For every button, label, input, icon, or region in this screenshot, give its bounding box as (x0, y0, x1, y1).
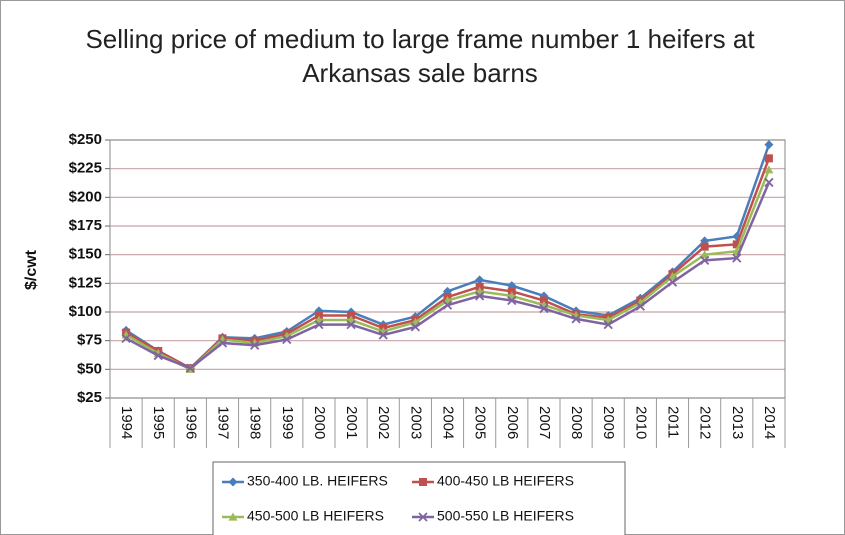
x-tick-label: 1999 (279, 406, 296, 439)
x-tick-label: 2011 (665, 406, 682, 438)
marker (635, 301, 645, 311)
y-tick-label: $200 (69, 188, 102, 205)
marker (346, 319, 356, 330)
legend-marker (419, 478, 427, 486)
marker (475, 282, 484, 291)
marker (732, 240, 741, 249)
x-tick-label: 1994 (118, 406, 135, 439)
y-tick-label: $100 (69, 303, 102, 320)
marker (571, 314, 581, 324)
x-tick-label: 2003 (407, 406, 424, 439)
marker (185, 363, 195, 373)
y-axis-title: $/cwt (23, 249, 40, 290)
x-tick-label: 2005 (472, 406, 489, 439)
marker (764, 140, 774, 150)
x-tick-label: 1996 (182, 406, 199, 439)
x-tick-label: 2006 (504, 406, 521, 439)
marker (539, 303, 549, 314)
marker (668, 271, 677, 281)
plot-frame (109, 139, 786, 399)
marker (507, 287, 516, 296)
legend-label: 350-400 LB. HEIFERS (247, 473, 388, 489)
marker (475, 275, 485, 285)
marker (700, 250, 710, 259)
x-tick-label: 2008 (568, 406, 585, 439)
legend-label: 500-550 LB HEIFERS (437, 508, 574, 524)
x-tick-label: 1997 (215, 406, 232, 439)
marker (314, 311, 323, 320)
x-tick-label: 2013 (729, 406, 746, 439)
marker (764, 177, 774, 188)
y-tick-label: $150 (69, 246, 102, 263)
y-tick-label: $175 (69, 217, 102, 234)
x-tick-label: 1998 (247, 406, 264, 439)
y-tick-label: $25 (77, 389, 102, 406)
marker (539, 296, 548, 305)
marker (475, 291, 485, 301)
chart-title: Selling price of medium to large frame n… (85, 24, 755, 88)
x-tick-label: 2004 (440, 406, 457, 439)
x-tick-label: 2010 (632, 406, 649, 439)
marker (603, 319, 613, 330)
y-tick-label: $125 (69, 274, 102, 291)
marker (700, 255, 710, 266)
marker (442, 300, 453, 310)
legend-label: 400-450 LB HEIFERS (437, 473, 574, 489)
marker (764, 154, 773, 163)
marker (250, 340, 260, 350)
y-tick-label: $50 (77, 360, 102, 377)
legend-marker (418, 512, 428, 522)
y-tick-label: $75 (77, 332, 102, 349)
marker (507, 295, 517, 306)
marker (667, 277, 678, 287)
marker (764, 165, 774, 174)
marker (378, 330, 388, 340)
y-tick-label: $250 (69, 131, 102, 148)
x-tick-label: 2000 (311, 406, 328, 439)
legend-marker (228, 477, 238, 487)
marker (153, 350, 163, 361)
x-tick-label: 2014 (761, 406, 778, 439)
x-tick-label: 2001 (343, 406, 360, 439)
x-tick-label: 2002 (375, 406, 392, 439)
x-tick-label: 2012 (697, 406, 714, 439)
marker (410, 322, 420, 332)
marker (732, 253, 742, 263)
legend-marker (228, 512, 238, 521)
marker (282, 334, 292, 345)
marker (347, 311, 356, 320)
y-tick-label: $225 (69, 160, 102, 177)
legend-box (212, 461, 626, 535)
marker (217, 338, 228, 348)
marker (121, 333, 131, 344)
x-tick-label: 1995 (150, 406, 167, 439)
x-tick-label: 2009 (600, 406, 617, 439)
legend-label: 450-500 LB HEIFERS (247, 508, 384, 524)
marker (700, 242, 709, 251)
x-tick-label: 2007 (536, 406, 553, 439)
marker (314, 319, 324, 330)
